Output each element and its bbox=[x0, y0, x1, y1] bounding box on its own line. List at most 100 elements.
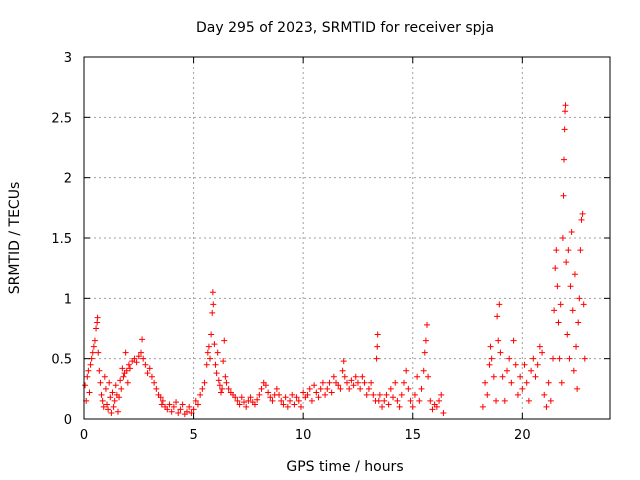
data-point bbox=[352, 373, 359, 380]
data-point bbox=[414, 373, 421, 380]
data-point bbox=[276, 391, 283, 398]
data-point bbox=[576, 295, 583, 302]
data-point bbox=[131, 355, 138, 362]
data-point bbox=[209, 289, 216, 296]
plot-frame bbox=[83, 56, 611, 420]
y-tick-label: 0.5 bbox=[51, 353, 72, 368]
data-point bbox=[210, 301, 217, 308]
data-point bbox=[385, 401, 392, 408]
data-point bbox=[339, 367, 346, 374]
data-point bbox=[148, 373, 155, 380]
data-point bbox=[565, 247, 572, 254]
data-point bbox=[287, 397, 294, 404]
data-point bbox=[280, 401, 287, 408]
data-point bbox=[411, 391, 418, 398]
data-point bbox=[184, 408, 191, 415]
data-point bbox=[376, 391, 383, 398]
data-point bbox=[293, 394, 300, 401]
x-axis-title: GPS time / hours bbox=[286, 459, 403, 475]
data-point bbox=[514, 391, 521, 398]
data-point bbox=[539, 349, 546, 356]
data-point bbox=[324, 385, 331, 392]
data-point bbox=[96, 367, 103, 374]
data-point bbox=[109, 389, 116, 396]
data-point bbox=[85, 367, 92, 374]
data-point bbox=[291, 401, 298, 408]
x-tick-label: 10 bbox=[295, 428, 312, 443]
data-point bbox=[122, 349, 129, 356]
data-point bbox=[153, 385, 160, 392]
data-point bbox=[346, 385, 353, 392]
data-point bbox=[205, 343, 212, 350]
data-point bbox=[375, 397, 382, 404]
data-point bbox=[536, 343, 543, 350]
data-point bbox=[560, 192, 567, 199]
data-point bbox=[190, 406, 197, 413]
data-point bbox=[581, 355, 588, 362]
data-point bbox=[124, 379, 131, 386]
y-tick-label: 2.5 bbox=[51, 111, 72, 126]
data-point bbox=[578, 216, 585, 223]
data-point bbox=[98, 391, 105, 398]
data-point bbox=[510, 337, 517, 344]
data-point bbox=[486, 361, 493, 368]
data-point bbox=[373, 355, 380, 362]
data-point bbox=[574, 385, 581, 392]
data-point bbox=[188, 409, 195, 416]
data-point bbox=[357, 385, 364, 392]
data-point bbox=[225, 385, 232, 392]
data-point bbox=[407, 397, 414, 404]
data-point bbox=[144, 370, 151, 377]
data-point bbox=[553, 247, 560, 254]
data-point bbox=[403, 367, 410, 374]
data-point bbox=[562, 102, 569, 109]
data-point bbox=[123, 367, 130, 374]
data-point bbox=[99, 397, 106, 404]
data-point bbox=[107, 394, 114, 401]
data-point bbox=[102, 385, 109, 392]
data-point bbox=[567, 283, 574, 290]
data-point bbox=[422, 337, 429, 344]
data-point bbox=[84, 373, 91, 380]
data-point bbox=[289, 391, 296, 398]
data-point bbox=[166, 401, 173, 408]
data-point bbox=[493, 397, 500, 404]
data-point bbox=[216, 382, 223, 389]
data-point bbox=[554, 283, 561, 290]
data-point bbox=[508, 379, 515, 386]
data-point bbox=[82, 382, 89, 389]
data-point bbox=[561, 126, 568, 133]
data-point bbox=[396, 403, 403, 410]
data-points bbox=[82, 102, 588, 418]
data-point bbox=[110, 403, 117, 410]
data-point bbox=[267, 394, 274, 401]
data-point bbox=[418, 385, 425, 392]
x-tick-label: 5 bbox=[189, 428, 197, 443]
data-point bbox=[108, 409, 115, 416]
data-point bbox=[552, 265, 559, 272]
data-point bbox=[159, 397, 166, 404]
data-point bbox=[387, 385, 394, 392]
data-point bbox=[497, 349, 504, 356]
data-point bbox=[562, 108, 569, 115]
data-point bbox=[326, 379, 333, 386]
data-point bbox=[517, 373, 524, 380]
data-point bbox=[365, 385, 372, 392]
data-point bbox=[551, 307, 558, 314]
data-point bbox=[501, 397, 508, 404]
data-point bbox=[438, 391, 445, 398]
data-point bbox=[519, 385, 526, 392]
data-point bbox=[273, 385, 280, 392]
data-point bbox=[405, 385, 412, 392]
y-tick-label: 2 bbox=[64, 172, 72, 187]
data-point bbox=[423, 321, 430, 328]
data-point bbox=[512, 361, 519, 368]
data-point bbox=[192, 397, 199, 404]
data-point bbox=[106, 379, 113, 386]
data-point bbox=[211, 341, 218, 348]
data-point bbox=[555, 319, 562, 326]
data-point bbox=[344, 379, 350, 386]
data-point bbox=[350, 382, 357, 389]
data-point bbox=[547, 397, 554, 404]
data-point bbox=[495, 337, 502, 344]
